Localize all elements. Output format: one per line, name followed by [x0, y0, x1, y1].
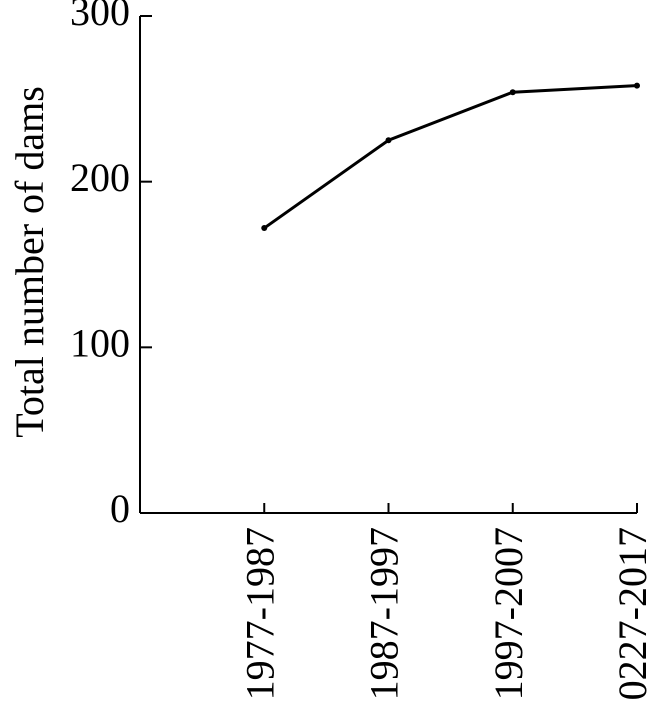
point	[634, 82, 640, 89]
x-tick-label: 1987-1997	[362, 527, 407, 700]
line	[263, 84, 638, 230]
y-axis-label: Total number of dams	[7, 86, 52, 438]
x-tick-label: 1977-1987	[237, 527, 282, 700]
x-tick-label: 1997-2007	[486, 527, 531, 700]
y-tick-label: 0	[110, 486, 130, 531]
point	[509, 89, 516, 96]
y-tick-label: 200	[70, 155, 130, 200]
y-tick-label: 300	[70, 0, 130, 34]
y-tick-label: 100	[70, 321, 130, 366]
point	[385, 137, 392, 144]
x-tick-label: 0227-2017	[610, 527, 650, 700]
point	[261, 225, 268, 232]
